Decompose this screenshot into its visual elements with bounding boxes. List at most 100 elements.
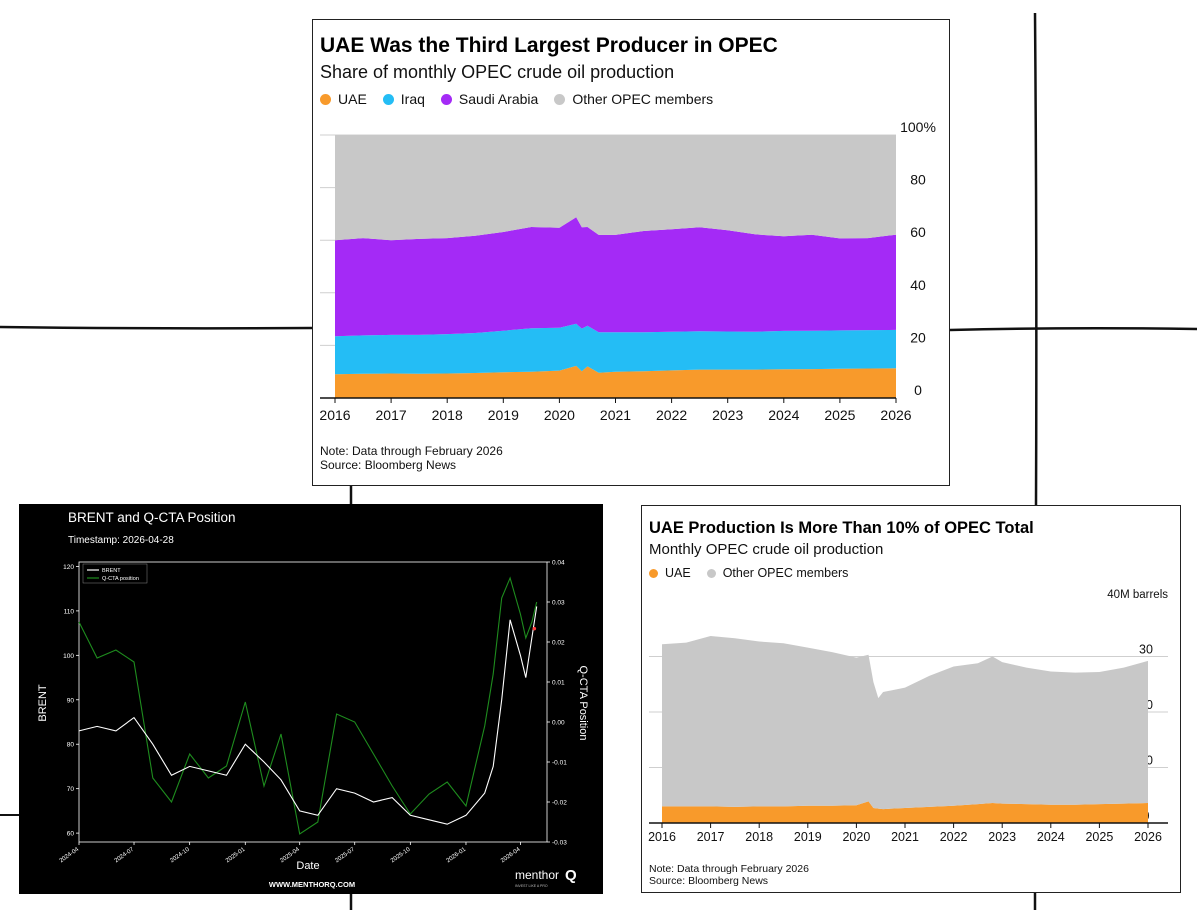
x-axis-label: Date bbox=[296, 860, 319, 872]
y-tick-label: 40 bbox=[910, 277, 926, 293]
area-series-other-opec-members bbox=[662, 636, 1148, 810]
uae-production-chart-panel: UAE Production Is More Than 10% of OPEC … bbox=[641, 505, 1181, 893]
line-series-q-cta-position bbox=[78, 576, 538, 835]
x-tick-label: 2016 bbox=[648, 830, 676, 844]
x-tick-label: 2025 bbox=[824, 407, 855, 423]
area-series-iraq bbox=[335, 323, 896, 375]
legend-swatch bbox=[706, 568, 716, 578]
sketch-line-right bbox=[949, 326, 1198, 332]
legend-item-uae: UAE bbox=[320, 91, 367, 107]
y-tick-label-right: 0.04 bbox=[552, 560, 565, 567]
x-tick-label: 2020 bbox=[842, 830, 870, 844]
x-tick-label: 2023 bbox=[712, 407, 743, 423]
chart-legend: UAE Iraq Saudi Arabia Other OPEC members bbox=[320, 91, 729, 107]
y-tick-label-left: 100 bbox=[63, 653, 74, 660]
y-tick-label-right: 0.00 bbox=[552, 720, 565, 727]
x-tick-label: 2018 bbox=[432, 407, 463, 423]
y-tick-label-right: 0.01 bbox=[552, 680, 565, 687]
x-tick-label: 2019 bbox=[488, 407, 519, 423]
x-tick-label: 2024-10 bbox=[169, 846, 191, 864]
y-tick-label: 0 bbox=[914, 382, 922, 398]
legend-swatch bbox=[382, 93, 394, 105]
y-tick-label-left: 70 bbox=[67, 786, 75, 793]
x-tick-label: 2018 bbox=[745, 830, 773, 844]
x-tick-label: 2024-07 bbox=[114, 846, 136, 864]
legend-label: Other OPEC members bbox=[722, 566, 849, 580]
y-tick-label-left: 90 bbox=[67, 697, 75, 704]
chart-subtitle: Monthly OPEC crude oil production bbox=[649, 541, 884, 558]
legend-label: BRENT bbox=[102, 568, 121, 574]
x-tick-label: 2025-10 bbox=[390, 846, 412, 864]
y-tick-label-right: -0.02 bbox=[552, 800, 567, 807]
plot-frame bbox=[78, 561, 548, 843]
y-axis-label-right: Q-CTA Position bbox=[577, 666, 589, 741]
x-tick-label: 2026-04 bbox=[500, 846, 522, 864]
x-tick-label: 2017 bbox=[697, 830, 725, 844]
legend-item-other-opec: Other OPEC members bbox=[554, 91, 713, 107]
x-tick-label: 2023 bbox=[988, 830, 1016, 844]
area-series-uae bbox=[335, 365, 896, 398]
sketch-line-left bbox=[0, 325, 313, 330]
chart-legend: UAE Other OPEC members bbox=[649, 566, 864, 580]
area-series-other-opec-members bbox=[335, 135, 896, 241]
y-tick-label: 60 bbox=[910, 224, 926, 240]
y-axis-label-left: BRENT bbox=[37, 684, 49, 722]
y-tick-label-right: 0.02 bbox=[552, 640, 565, 647]
x-tick-label: 2022 bbox=[940, 830, 968, 844]
area-series-uae bbox=[662, 801, 1148, 823]
chart-note: Note: Data through February 2026 bbox=[649, 863, 809, 875]
x-tick-label: 2026 bbox=[1134, 830, 1162, 844]
x-tick-label: 2024 bbox=[1037, 830, 1065, 844]
brent-plot-area: BRENT and Q-CTA Position Timestamp: 2026… bbox=[37, 510, 589, 889]
production-plot-area: 40M barrels 0102030201620172018201920202… bbox=[648, 589, 1168, 844]
line-series-brent bbox=[78, 606, 538, 825]
legend-item-uae: UAE bbox=[649, 566, 691, 580]
x-tick-label: 2024-04 bbox=[59, 846, 81, 864]
x-tick-label: 2026 bbox=[880, 407, 911, 423]
legend-label: UAE bbox=[338, 91, 367, 107]
x-tick-label: 2020 bbox=[544, 407, 575, 423]
x-tick-label: 2017 bbox=[376, 407, 407, 423]
x-tick-label: 2019 bbox=[794, 830, 822, 844]
x-tick-label: 2026-01 bbox=[446, 846, 468, 864]
sketch-line-vertical-right bbox=[1033, 12, 1038, 506]
brand-logo-mark: Q bbox=[565, 867, 577, 884]
chart-title: BRENT and Q-CTA Position bbox=[68, 510, 236, 525]
legend-swatch bbox=[554, 93, 566, 105]
y-tick-label-right: -0.01 bbox=[552, 760, 567, 767]
y-tick-label: 20 bbox=[910, 329, 926, 345]
y-tick-label-left: 60 bbox=[67, 831, 75, 838]
x-tick-label: 2025 bbox=[1085, 830, 1113, 844]
legend-item-other-opec: Other OPEC members bbox=[706, 566, 849, 580]
legend-label: UAE bbox=[665, 566, 691, 580]
y-tick-label-left: 120 bbox=[63, 564, 74, 571]
brand-logo-text: menthor bbox=[515, 868, 559, 882]
x-tick-label: 2021 bbox=[600, 407, 631, 423]
legend-swatch bbox=[320, 93, 331, 105]
legend-label: Saudi Arabia bbox=[458, 91, 539, 107]
y-axis-unit-label: 40M barrels bbox=[1107, 589, 1168, 601]
x-tick-label: 2021 bbox=[891, 830, 919, 844]
y-tick-label: 30 bbox=[1139, 643, 1153, 657]
chart-subtitle: Share of monthly OPEC crude oil producti… bbox=[320, 62, 675, 82]
x-tick-label: 2016 bbox=[319, 407, 350, 423]
legend-label: Other OPEC members bbox=[572, 91, 714, 107]
y-tick-label-right: 0.03 bbox=[552, 600, 565, 607]
website-label: WWW.MENTHORQ.COM bbox=[269, 880, 355, 889]
brand-tagline: INVEST LIKE A PRO bbox=[515, 884, 548, 888]
chart-source: Source: Bloomberg News bbox=[649, 875, 769, 887]
latest-marker bbox=[532, 626, 537, 631]
legend-label: Iraq bbox=[400, 91, 425, 107]
legend-label: Q-CTA position bbox=[102, 576, 139, 582]
legend-swatch bbox=[649, 568, 658, 578]
chart-title: UAE Production Is More Than 10% of OPEC … bbox=[649, 519, 1034, 537]
legend-item-iraq: Iraq bbox=[382, 91, 425, 107]
chart-timestamp: Timestamp: 2026-04-28 bbox=[68, 535, 174, 546]
chart-note: Note: Data through February 2026 bbox=[320, 444, 503, 458]
opec-share-chart-panel: UAE Was the Third Largest Producer in OP… bbox=[312, 19, 950, 486]
y-tick-label-right: -0.03 bbox=[552, 840, 567, 847]
y-tick-label: 100% bbox=[900, 119, 936, 135]
legend-swatch bbox=[440, 93, 452, 105]
legend-item-saudi-arabia: Saudi Arabia bbox=[440, 91, 539, 107]
